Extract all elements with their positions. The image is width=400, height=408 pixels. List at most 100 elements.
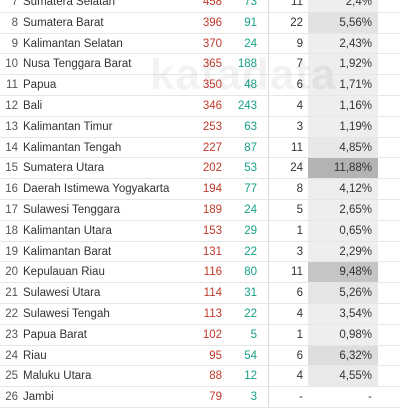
death-rate: 11,88%: [308, 158, 378, 179]
deaths: 24: [290, 162, 303, 175]
cases: 153: [202, 224, 222, 237]
death-rate: 1,71%: [308, 75, 378, 95]
province: Sumatera Utara: [23, 162, 105, 175]
cases: 365: [202, 58, 222, 71]
row-number: 20: [5, 266, 18, 279]
cases: 458: [202, 0, 222, 8]
death-rate: 5,26%: [308, 283, 378, 303]
recovered: 22: [244, 307, 257, 320]
recovered: 29: [244, 224, 257, 237]
deaths: 4: [296, 370, 303, 383]
table-row: 14 Kalimantan Tengah 227 87 11 4,85%: [0, 137, 400, 159]
cases: 113: [203, 307, 222, 320]
death-rate: 9,48%: [308, 262, 378, 283]
deaths: 4: [296, 307, 303, 320]
death-rate: 2,65%: [308, 199, 378, 220]
table-row: 18 Kalimantan Utara 153 29 1 0,65%: [0, 220, 400, 242]
cases: 253: [202, 120, 222, 133]
death-rate: 2,43%: [308, 33, 378, 54]
deaths: 7: [296, 58, 303, 71]
death-rate: 4,12%: [308, 179, 378, 199]
province: Daerah Istimewa Yogyakarta: [23, 183, 170, 196]
row-number: 7: [11, 0, 18, 8]
cases: 79: [209, 391, 222, 404]
deaths: 3: [296, 245, 303, 258]
province: Kalimantan Timur: [23, 120, 113, 133]
table-row: 10 Nusa Tenggara Barat 365 188 7 1,92%: [0, 54, 400, 76]
table-row: 21 Sulawesi Utara 114 31 6 5,26%: [0, 283, 400, 304]
table-row: 13 Kalimantan Timur 253 63 3 1,19%: [0, 116, 400, 138]
death-rate: 2,4%: [308, 0, 378, 12]
recovered: 48: [244, 79, 257, 92]
death-rate: 1,92%: [308, 54, 378, 75]
deaths: -: [299, 391, 303, 404]
province: Nusa Tenggara Barat: [23, 58, 132, 71]
recovered: 53: [244, 162, 257, 175]
death-rate: 3,54%: [308, 303, 378, 324]
death-rate: 5,56%: [308, 12, 378, 33]
recovered: 87: [244, 141, 257, 154]
deaths: 1: [296, 224, 303, 237]
cases: 346: [202, 99, 222, 112]
province: Kepulauan Riau: [23, 266, 105, 279]
row-number: 26: [5, 391, 18, 404]
table-row: 15 Sumatera Utara 202 53 24 11,88%: [0, 158, 400, 180]
recovered: 63: [244, 120, 257, 133]
cases: 189: [202, 203, 222, 216]
death-rate: -: [368, 391, 372, 404]
province: Kalimantan Utara: [23, 224, 112, 237]
row-number: 9: [11, 37, 18, 50]
death-rate: 4,85%: [308, 137, 378, 158]
row-number: 13: [5, 120, 18, 133]
cases: 194: [202, 183, 222, 196]
recovered: 31: [244, 287, 257, 300]
row-number: 24: [5, 349, 18, 362]
deaths: 6: [296, 287, 303, 300]
deaths: 6: [296, 79, 303, 92]
row-number: 14: [5, 141, 18, 154]
table-row: 11 Papua 350 48 6 1,71%: [0, 75, 400, 96]
deaths: 8: [296, 183, 303, 196]
province: Papua: [23, 79, 57, 92]
death-rate: 1,16%: [308, 95, 378, 116]
table-row: 23 Papua Barat 102 5 1 0,98%: [0, 324, 400, 346]
table-row: 12 Bali 346 243 4 1,16%: [0, 95, 400, 117]
table-row: 8 Sumatera Barat 396 91 22 5,56%: [0, 12, 400, 34]
recovered: 12: [244, 370, 257, 383]
cases: 370: [202, 37, 222, 50]
deaths: 1: [296, 328, 303, 341]
province: Bali: [23, 99, 43, 112]
recovered: 24: [244, 203, 257, 216]
table-row: 24 Riau 95 54 6 6,32%: [0, 345, 400, 367]
death-rate: 4,55%: [308, 366, 378, 387]
deaths: 11: [291, 0, 303, 8]
table-row: 26 Jambi 79 3 - -: [0, 387, 400, 408]
row-number: 23: [5, 328, 18, 341]
cases: 102: [202, 328, 222, 341]
table-row: 22 Sulawesi Tengah 113 22 4 3,54%: [0, 303, 400, 325]
row-number: 17: [5, 203, 18, 216]
table-row: 17 Sulawesi Tenggara 189 24 5 2,65%: [0, 199, 400, 221]
recovered: 24: [244, 37, 257, 50]
deaths: 5: [296, 203, 303, 216]
row-number: 12: [5, 99, 18, 112]
row-number: 10: [5, 58, 18, 71]
recovered: 3: [250, 391, 257, 404]
province: Riau: [23, 349, 47, 362]
recovered: 243: [237, 99, 257, 112]
deaths: 3: [296, 120, 303, 133]
recovered: 22: [244, 245, 257, 258]
row-number: 18: [5, 224, 18, 237]
table-row: 7 Sumatera Selatan 458 73 11 2,4%: [0, 0, 400, 13]
deaths: 9: [296, 37, 303, 50]
deaths: 4: [296, 99, 303, 112]
recovered: 91: [244, 16, 257, 29]
recovered: 73: [244, 0, 257, 8]
recovered: 77: [244, 183, 257, 196]
death-rate: 2,29%: [308, 241, 378, 262]
cases: 350: [202, 79, 222, 92]
table-row: 16 Daerah Istimewa Yogyakarta 194 77 8 4,12%: [0, 179, 400, 200]
province: Kalimantan Selatan: [23, 37, 123, 50]
column-divider: [268, 0, 269, 408]
